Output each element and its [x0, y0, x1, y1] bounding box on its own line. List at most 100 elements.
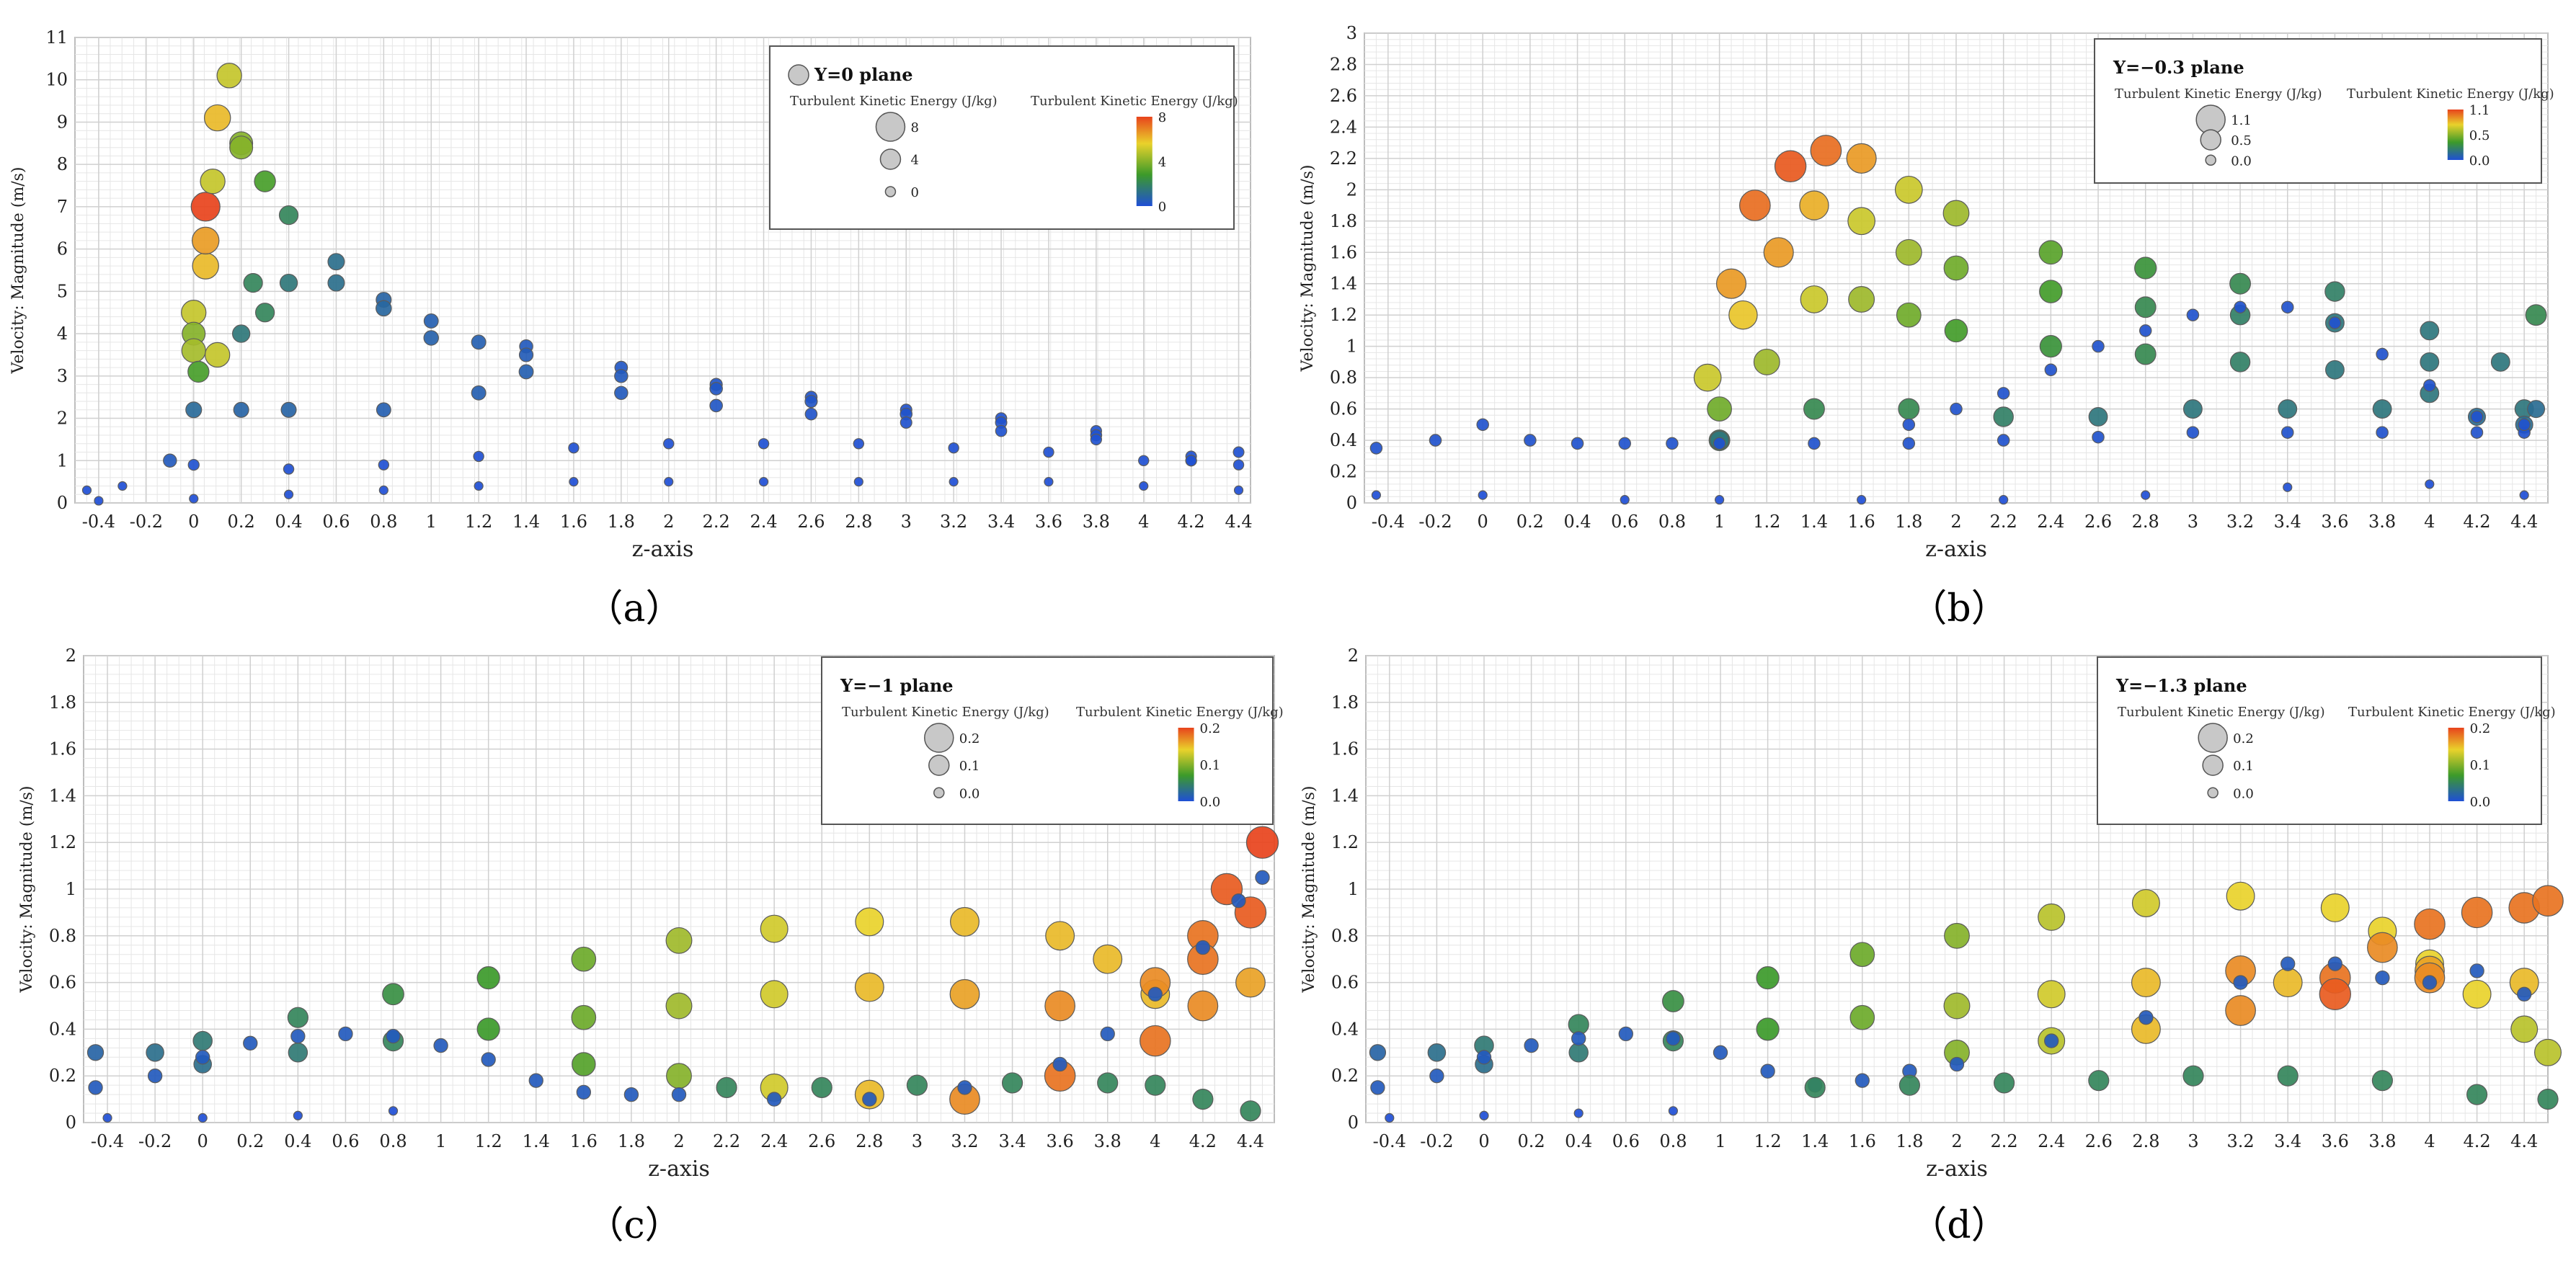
- y-tick-label: 5: [57, 281, 68, 301]
- data-point: [187, 360, 210, 383]
- data-point: [1944, 922, 1970, 949]
- x-tick-label: 4: [1138, 512, 1149, 532]
- x-tick-label: 2.6: [797, 512, 825, 532]
- data-point: [2044, 1033, 2059, 1048]
- x-tick-label: 2.8: [2132, 1131, 2159, 1151]
- legend-color-label: 0.1: [2470, 758, 2491, 773]
- panel-label-b: （b）: [1909, 587, 2008, 630]
- x-tick-label: 2.4: [2037, 512, 2064, 532]
- legend-color-label: 0.0: [1200, 795, 1221, 810]
- x-tick-label: 1.2: [465, 512, 492, 532]
- y-tick-label: 11: [45, 27, 68, 48]
- data-point: [906, 1074, 928, 1096]
- x-tick-label: 2.2: [713, 1131, 740, 1151]
- data-point: [716, 1076, 737, 1099]
- data-point: [1043, 446, 1054, 458]
- data-point: [1715, 268, 1747, 299]
- y-tick-label: 0.6: [1330, 399, 1357, 419]
- data-point: [338, 1026, 353, 1042]
- data-point: [1147, 986, 1163, 1002]
- data-point: [1427, 1043, 1447, 1062]
- x-tick-label: 4: [2424, 1131, 2435, 1151]
- legend-color-label: 0.5: [2469, 128, 2490, 143]
- legend-color-bar: [2448, 728, 2464, 801]
- x-tick-label: 3.4: [2274, 512, 2301, 532]
- data-point: [2376, 347, 2389, 361]
- data-point: [1233, 459, 1245, 471]
- legend-size-bubble: [933, 787, 945, 798]
- data-point: [474, 481, 484, 491]
- data-point: [2039, 280, 2063, 303]
- data-point: [2225, 995, 2256, 1026]
- data-point: [1666, 437, 1679, 450]
- legend: Y=−0.3 plane Turbulent Kinetic Energy (J/…: [2094, 38, 2554, 184]
- y-tick-label: 2.2: [1330, 148, 1357, 169]
- y-tick-label: 0: [1348, 1112, 1359, 1133]
- plot-area-c: -0.4 -0.2 0 0.2 0.4 0.6 0.8 1 1.2 1.4 1.6 1.8 2 2.2 2.…: [18, 646, 1284, 1182]
- data-point: [229, 135, 254, 160]
- x-tick-label: 1.6: [1849, 1131, 1876, 1151]
- data-point: [147, 1069, 163, 1084]
- x-tick-label: 2: [663, 512, 674, 532]
- data-point: [2229, 352, 2251, 373]
- data-point: [2233, 975, 2248, 990]
- x-tick-label: 1.8: [1896, 1131, 1923, 1151]
- data-point: [576, 1084, 592, 1100]
- legend-color-label: 4: [1158, 155, 1166, 170]
- data-point: [433, 1038, 448, 1053]
- data-point: [2277, 1065, 2299, 1087]
- data-point: [146, 1043, 164, 1062]
- y-tick-label: 1.2: [1331, 832, 1359, 852]
- data-point: [473, 450, 484, 463]
- y-tick-label: 2: [57, 409, 68, 429]
- x-tick-label: 3.6: [1035, 512, 1062, 532]
- data-point: [2376, 426, 2389, 439]
- legend-title: Y=−1 plane: [840, 675, 954, 696]
- data-point: [471, 385, 487, 401]
- data-point: [1849, 942, 1875, 968]
- data-point: [1896, 302, 1922, 328]
- data-point: [614, 385, 629, 401]
- data-point: [279, 273, 298, 293]
- legend-size-label: 0.0: [2233, 786, 2254, 801]
- x-tick-label: 0.8: [379, 1131, 407, 1151]
- data-point: [233, 401, 249, 418]
- data-point: [94, 496, 104, 506]
- x-tick-label: -0.4: [82, 512, 115, 532]
- data-point: [1618, 1026, 1633, 1042]
- data-point: [2466, 1084, 2488, 1105]
- panel-b: -0.4 -0.2 0 0.2 0.4 0.6 0.8 1 1.2 1.4 1.6 1.8 2 2.2 2.…: [1299, 23, 2554, 630]
- legend-size-label: 8: [910, 120, 918, 135]
- x-tick-label: 1.6: [1848, 512, 1875, 532]
- legend-color-label: 1.1: [2469, 103, 2490, 118]
- x-tick-label: 1: [1715, 1131, 1726, 1151]
- legend-size-label: 0: [910, 185, 918, 200]
- data-point: [1668, 1106, 1678, 1116]
- data-point: [254, 170, 276, 192]
- x-tick-label: 1.2: [1754, 1131, 1782, 1151]
- data-point: [1620, 495, 1630, 505]
- data-point: [1524, 1038, 1539, 1053]
- data-point: [1044, 990, 1075, 1022]
- data-point: [2510, 1015, 2539, 1043]
- data-point: [195, 1050, 210, 1065]
- data-point: [2138, 324, 2152, 337]
- x-axis-title: z-axis: [648, 1156, 710, 1182]
- data-point: [995, 424, 1008, 437]
- data-point: [2182, 1065, 2204, 1087]
- x-tick-label: -0.4: [91, 1131, 124, 1151]
- data-point: [2044, 363, 2058, 377]
- data-point: [853, 438, 865, 450]
- y-axis-title: Velocity: Magnitude (m/s): [18, 786, 36, 994]
- data-point: [949, 477, 959, 487]
- panel-label-d: （d）: [1909, 1204, 2008, 1247]
- y-tick-label: 4: [57, 324, 68, 344]
- x-tick-label: 2.2: [1990, 512, 2017, 532]
- data-point: [1090, 433, 1102, 446]
- data-point: [2278, 399, 2298, 419]
- data-point: [948, 442, 959, 454]
- data-point: [1898, 1074, 1920, 1096]
- x-tick-label: 3.8: [2368, 512, 2396, 532]
- data-point: [2186, 426, 2200, 439]
